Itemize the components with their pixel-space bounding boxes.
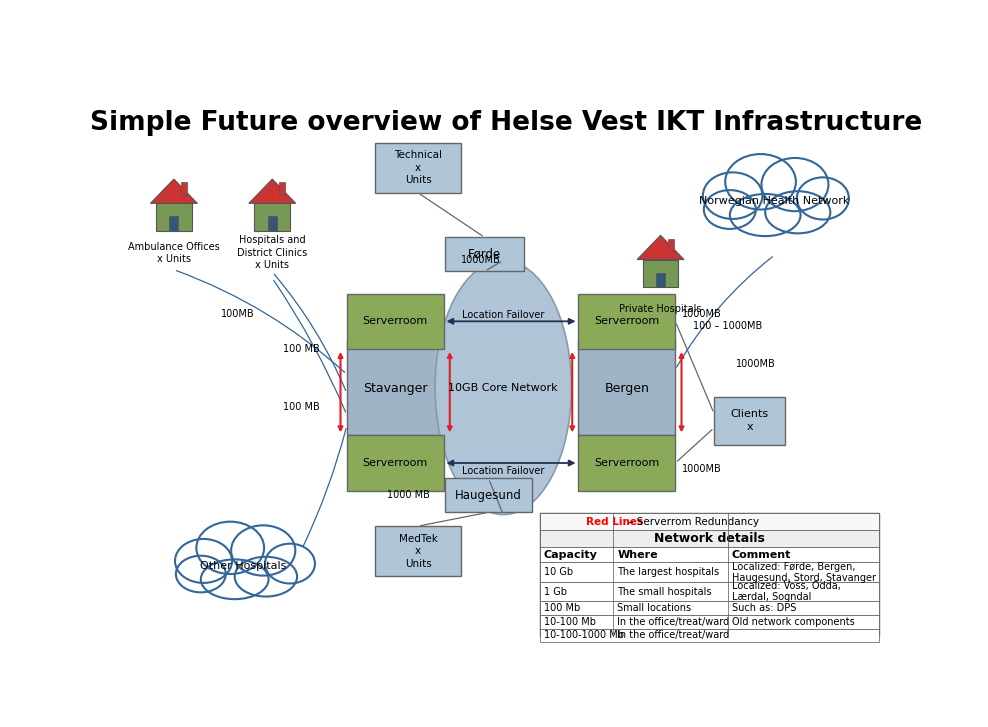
Bar xyxy=(539,615,879,629)
Ellipse shape xyxy=(175,539,232,583)
Polygon shape xyxy=(637,236,684,260)
Text: Localized: Førde, Bergen,
Haugesund, Stord, Stavanger: Localized: Førde, Bergen, Haugesund, Sto… xyxy=(732,561,876,583)
Text: 100 Mb: 100 Mb xyxy=(543,603,580,613)
Text: Serverroom: Serverroom xyxy=(594,458,659,468)
Text: Private Hospitals: Private Hospitals xyxy=(619,304,701,314)
Bar xyxy=(668,238,674,251)
Bar xyxy=(254,204,290,231)
Bar xyxy=(181,182,187,195)
Bar xyxy=(268,217,277,231)
Bar xyxy=(539,513,879,530)
Text: Location Failover: Location Failover xyxy=(462,310,544,320)
Bar xyxy=(539,582,879,601)
Bar xyxy=(578,294,676,349)
Bar xyxy=(578,435,676,491)
Text: The largest hospitals: The largest hospitals xyxy=(618,567,719,577)
Ellipse shape xyxy=(435,260,571,515)
Bar xyxy=(539,530,879,547)
Ellipse shape xyxy=(186,537,301,595)
Text: 10 Gb: 10 Gb xyxy=(543,567,573,577)
Ellipse shape xyxy=(796,177,849,220)
Text: 1000MB: 1000MB xyxy=(461,255,501,265)
Ellipse shape xyxy=(725,154,796,209)
Text: Capacity: Capacity xyxy=(543,550,598,560)
Bar xyxy=(156,204,192,231)
Bar xyxy=(347,342,444,435)
Text: MedTek
x
Units: MedTek x Units xyxy=(398,534,438,569)
Text: In the office/treat/ward: In the office/treat/ward xyxy=(618,616,729,627)
Text: Hospitals and
District Clinics
x Units: Hospitals and District Clinics x Units xyxy=(237,236,307,270)
Bar xyxy=(446,478,532,513)
Text: Norwegian Health Network: Norwegian Health Network xyxy=(700,196,850,206)
Bar xyxy=(347,435,444,491)
Text: Clients
x: Clients x xyxy=(731,409,769,432)
Bar xyxy=(280,182,286,195)
Text: Location Failover: Location Failover xyxy=(462,466,544,475)
Text: Førde: Førde xyxy=(468,248,501,261)
Text: In the office/treat/ward: In the office/treat/ward xyxy=(618,630,729,640)
Bar xyxy=(539,513,879,636)
Ellipse shape xyxy=(265,544,315,584)
Ellipse shape xyxy=(765,191,830,233)
Bar xyxy=(714,397,785,444)
Text: 100 MB: 100 MB xyxy=(284,344,320,354)
Text: 100 – 1000MB: 100 – 1000MB xyxy=(694,321,763,331)
Ellipse shape xyxy=(730,194,800,236)
Polygon shape xyxy=(150,179,198,204)
Text: Where: Where xyxy=(618,550,658,560)
Ellipse shape xyxy=(703,190,756,229)
Ellipse shape xyxy=(714,171,835,232)
Text: Ambulance Offices
x Units: Ambulance Offices x Units xyxy=(128,241,219,264)
Text: 1000 MB: 1000 MB xyxy=(386,490,430,500)
Text: Haugesund: Haugesund xyxy=(455,489,522,502)
Ellipse shape xyxy=(235,557,297,597)
Bar xyxy=(375,142,460,193)
Text: 100MB: 100MB xyxy=(221,310,255,319)
Text: 1000MB: 1000MB xyxy=(682,464,721,474)
Ellipse shape xyxy=(762,158,829,211)
Text: Old network components: Old network components xyxy=(732,616,855,627)
Bar xyxy=(169,217,179,231)
Bar xyxy=(347,294,444,349)
Text: Localized: Voss, Odda,
Lærdal, Sogndal: Localized: Voss, Odda, Lærdal, Sogndal xyxy=(732,581,841,603)
Text: Simple Future overview of Helse Vest IKT Infrastructure: Simple Future overview of Helse Vest IKT… xyxy=(90,111,923,137)
Bar xyxy=(539,601,879,615)
Text: Stavanger: Stavanger xyxy=(363,382,428,395)
Text: 1000MB: 1000MB xyxy=(736,359,776,369)
Text: Comment: Comment xyxy=(732,550,791,560)
Bar xyxy=(539,562,879,582)
Text: Network details: Network details xyxy=(654,532,765,545)
Text: Technical
x
Units: Technical x Units xyxy=(394,150,442,185)
Bar xyxy=(539,629,879,643)
Bar xyxy=(578,342,676,435)
Polygon shape xyxy=(249,179,295,204)
Text: Bergen: Bergen xyxy=(605,382,649,395)
Bar xyxy=(642,260,679,287)
Text: Serverroom: Serverroom xyxy=(594,316,659,326)
Text: Such as: DPS: Such as: DPS xyxy=(732,603,796,613)
Text: – Serverrom Redundancy: – Serverrom Redundancy xyxy=(625,516,759,526)
Text: 100 MB: 100 MB xyxy=(284,402,320,411)
Ellipse shape xyxy=(197,522,264,574)
Ellipse shape xyxy=(201,559,269,599)
Text: Red Lines: Red Lines xyxy=(586,516,643,526)
Bar xyxy=(539,547,879,562)
Text: Other Hospitals: Other Hospitals xyxy=(201,561,287,571)
Text: Small locations: Small locations xyxy=(618,603,692,613)
Text: 10-100-1000 Mb: 10-100-1000 Mb xyxy=(543,630,623,640)
Text: 1 Gb: 1 Gb xyxy=(543,587,566,597)
Bar xyxy=(446,238,525,271)
Ellipse shape xyxy=(231,526,295,576)
Text: Serverroom: Serverroom xyxy=(363,316,428,326)
Text: 1000MB: 1000MB xyxy=(682,309,721,318)
Bar xyxy=(656,273,665,287)
Text: The small hospitals: The small hospitals xyxy=(618,587,711,597)
Ellipse shape xyxy=(702,172,763,219)
Text: 10-100 Mb: 10-100 Mb xyxy=(543,616,596,627)
Bar xyxy=(375,526,460,577)
Ellipse shape xyxy=(176,555,226,593)
Text: 10GB Core Network: 10GB Core Network xyxy=(449,382,558,393)
Text: Serverroom: Serverroom xyxy=(363,458,428,468)
